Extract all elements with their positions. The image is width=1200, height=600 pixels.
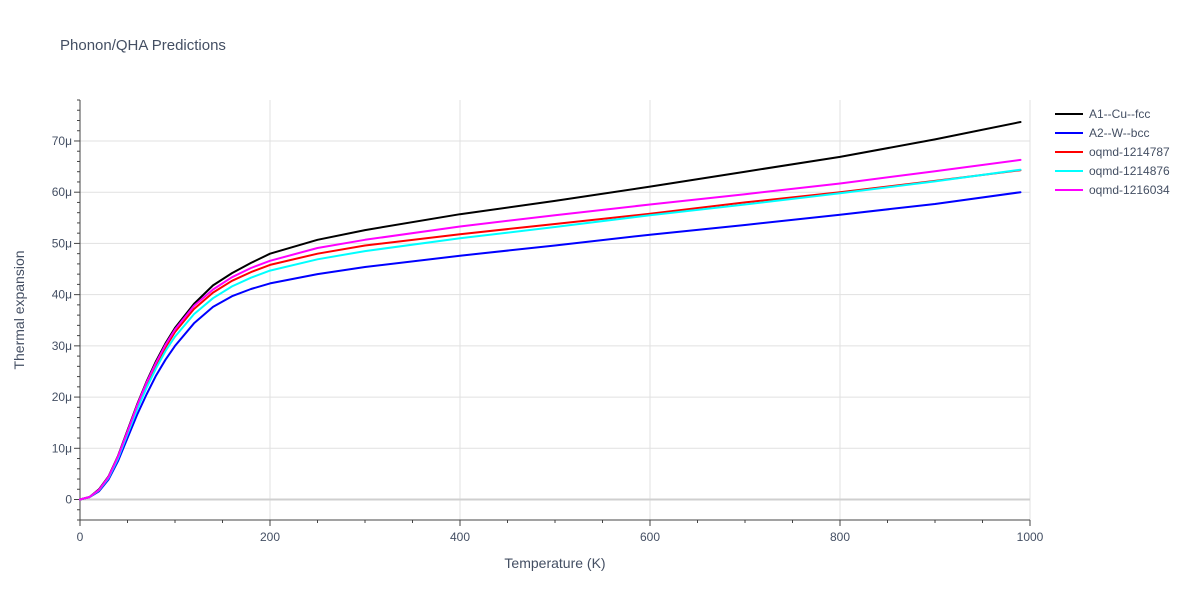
y-tick-label: 40μ: [52, 288, 72, 302]
x-tick-label: 200: [260, 530, 280, 544]
y-tick-label: 50μ: [52, 236, 72, 250]
x-tick-label: 600: [640, 530, 660, 544]
legend-label: A2--W--bcc: [1089, 126, 1149, 140]
y-axis-title: Thermal expansion: [11, 250, 27, 369]
chart-title: Phonon/QHA Predictions: [60, 37, 226, 54]
y-tick-label: 10μ: [52, 441, 72, 455]
y-tick-label: 60μ: [52, 185, 72, 199]
legend: A1--Cu--fcc A2--W--bcc oqmd-1214787 oqmd-12…: [1055, 107, 1170, 197]
x-tick-label: 0: [77, 530, 84, 544]
x-tick-label: 400: [450, 530, 470, 544]
series-group: [79, 121, 1022, 501]
series-line-oqmd-1214787: [79, 169, 1022, 501]
legend-label: oqmd-1216034: [1089, 183, 1170, 197]
y-tick-label: 70μ: [52, 134, 72, 148]
x-tick-label: 1000: [1017, 530, 1044, 544]
y-tick-label: 0: [65, 493, 72, 507]
y-tick-label: 20μ: [52, 390, 72, 404]
x-axis-title: Temperature (K): [504, 555, 605, 571]
series-line-oqmd-1216034: [79, 158, 1022, 501]
y-tick-label: 30μ: [52, 339, 72, 353]
x-tick-label: 800: [830, 530, 850, 544]
series-line-oqmd-1214876: [79, 168, 1022, 501]
legend-label: oqmd-1214876: [1089, 164, 1170, 178]
series-line-A2--W--bcc: [79, 191, 1022, 501]
grid: [80, 100, 1031, 520]
axes: 0 200 400 600 800 1000 0 10μ 20μ 30μ 40μ 50μ 60μ 70μ: [52, 99, 1044, 544]
legend-label: A1--Cu--fcc: [1089, 107, 1150, 121]
legend-label: oqmd-1214787: [1089, 145, 1170, 159]
